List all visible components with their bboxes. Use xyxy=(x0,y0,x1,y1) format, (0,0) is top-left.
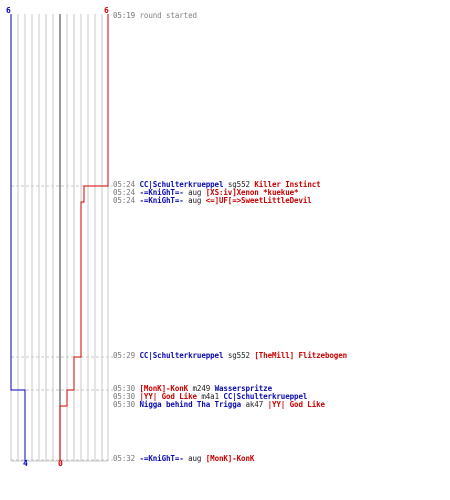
log-weapon: aug xyxy=(183,188,206,197)
log-player-blue: Wasserspritze xyxy=(214,384,273,393)
log-entry: 05:30 |YY| God Like m4a1 CC|Schulterkrue… xyxy=(113,393,307,401)
log-weapon: m249 xyxy=(188,384,215,393)
log-entry: 05:24 -=KniGhT=- aug [XS:iv]Xenon *kueku… xyxy=(113,188,299,197)
log-time: 05:32 xyxy=(113,454,140,463)
log-weapon: sg552 xyxy=(223,351,255,360)
log-message: round started xyxy=(139,11,198,20)
log-entry: 05:29 CC|Schulterkrueppel sg552 [TheMill… xyxy=(113,352,347,360)
red-end-count: 0 xyxy=(58,459,63,468)
log-time: 05:30 xyxy=(113,384,140,393)
log-player-red: [XS:iv]Xenon *kuekue* xyxy=(205,188,299,197)
log-time: 05:24 xyxy=(113,180,140,189)
log-player-blue: -=KniGhT=- xyxy=(139,196,184,205)
red-start-count: 6 xyxy=(104,6,109,15)
log-entry: 05:32 -=KniGhT=- aug [MonK]-KonK xyxy=(113,455,254,463)
event-guides xyxy=(11,185,113,461)
log-weapon: ak47 xyxy=(241,400,268,409)
log-time: 05:19 xyxy=(113,11,140,20)
log-time: 05:29 xyxy=(113,351,140,360)
blue-start-count: 6 xyxy=(6,6,11,15)
log-entry: 05:19 round started xyxy=(113,12,197,20)
log-time: 05:24 xyxy=(113,196,140,205)
log-player-red: Killer Instinct xyxy=(254,180,321,189)
log-time: 05:24 xyxy=(113,188,140,197)
log-player-blue: -=KniGhT=- xyxy=(139,188,184,197)
log-time: 05:30 xyxy=(113,392,140,401)
player-grid xyxy=(10,14,109,462)
log-player-blue: CC|Schulterkrueppel xyxy=(139,351,224,360)
log-entry: 05:30 Nigga behind Tha Trigga ak47 |YY| … xyxy=(113,401,325,409)
log-player-red: [MonK]-KonK xyxy=(205,454,255,463)
log-player-red: [MonK]-KonK xyxy=(139,384,189,393)
log-player-blue: CC|Schulterkrueppel xyxy=(223,392,308,401)
log-entry: 05:30 [MonK]-KonK m249 Wasserspritze xyxy=(113,385,272,393)
log-weapon: aug xyxy=(183,454,206,463)
log-player-red: <=]UF[=>SweetLittleDevil xyxy=(205,196,312,205)
log-weapon: sg552 xyxy=(223,180,255,189)
red-team-line xyxy=(59,14,109,461)
blue-end-count: 4 xyxy=(23,459,28,468)
blue-team-line xyxy=(10,14,26,461)
log-player-red: [TheMill] Flitzebogen xyxy=(254,351,348,360)
log-weapon: m4a1 xyxy=(196,392,224,401)
log-player-red: |YY| God Like xyxy=(267,400,326,409)
log-player-red: |YY| God Like xyxy=(139,392,198,401)
log-player-blue: Nigga behind Tha Trigga xyxy=(139,400,242,409)
log-weapon: aug xyxy=(183,196,206,205)
log-time: 05:30 xyxy=(113,400,140,409)
log-player-blue: -=KniGhT=- xyxy=(139,454,184,463)
log-entry: 05:24 -=KniGhT=- aug <=]UF[=>SweetLittle… xyxy=(113,197,312,205)
log-entry: 05:24 CC|Schulterkrueppel sg552 Killer I… xyxy=(113,181,321,189)
player-count-timeline xyxy=(10,14,113,462)
log-player-blue: CC|Schulterkrueppel xyxy=(139,180,224,189)
